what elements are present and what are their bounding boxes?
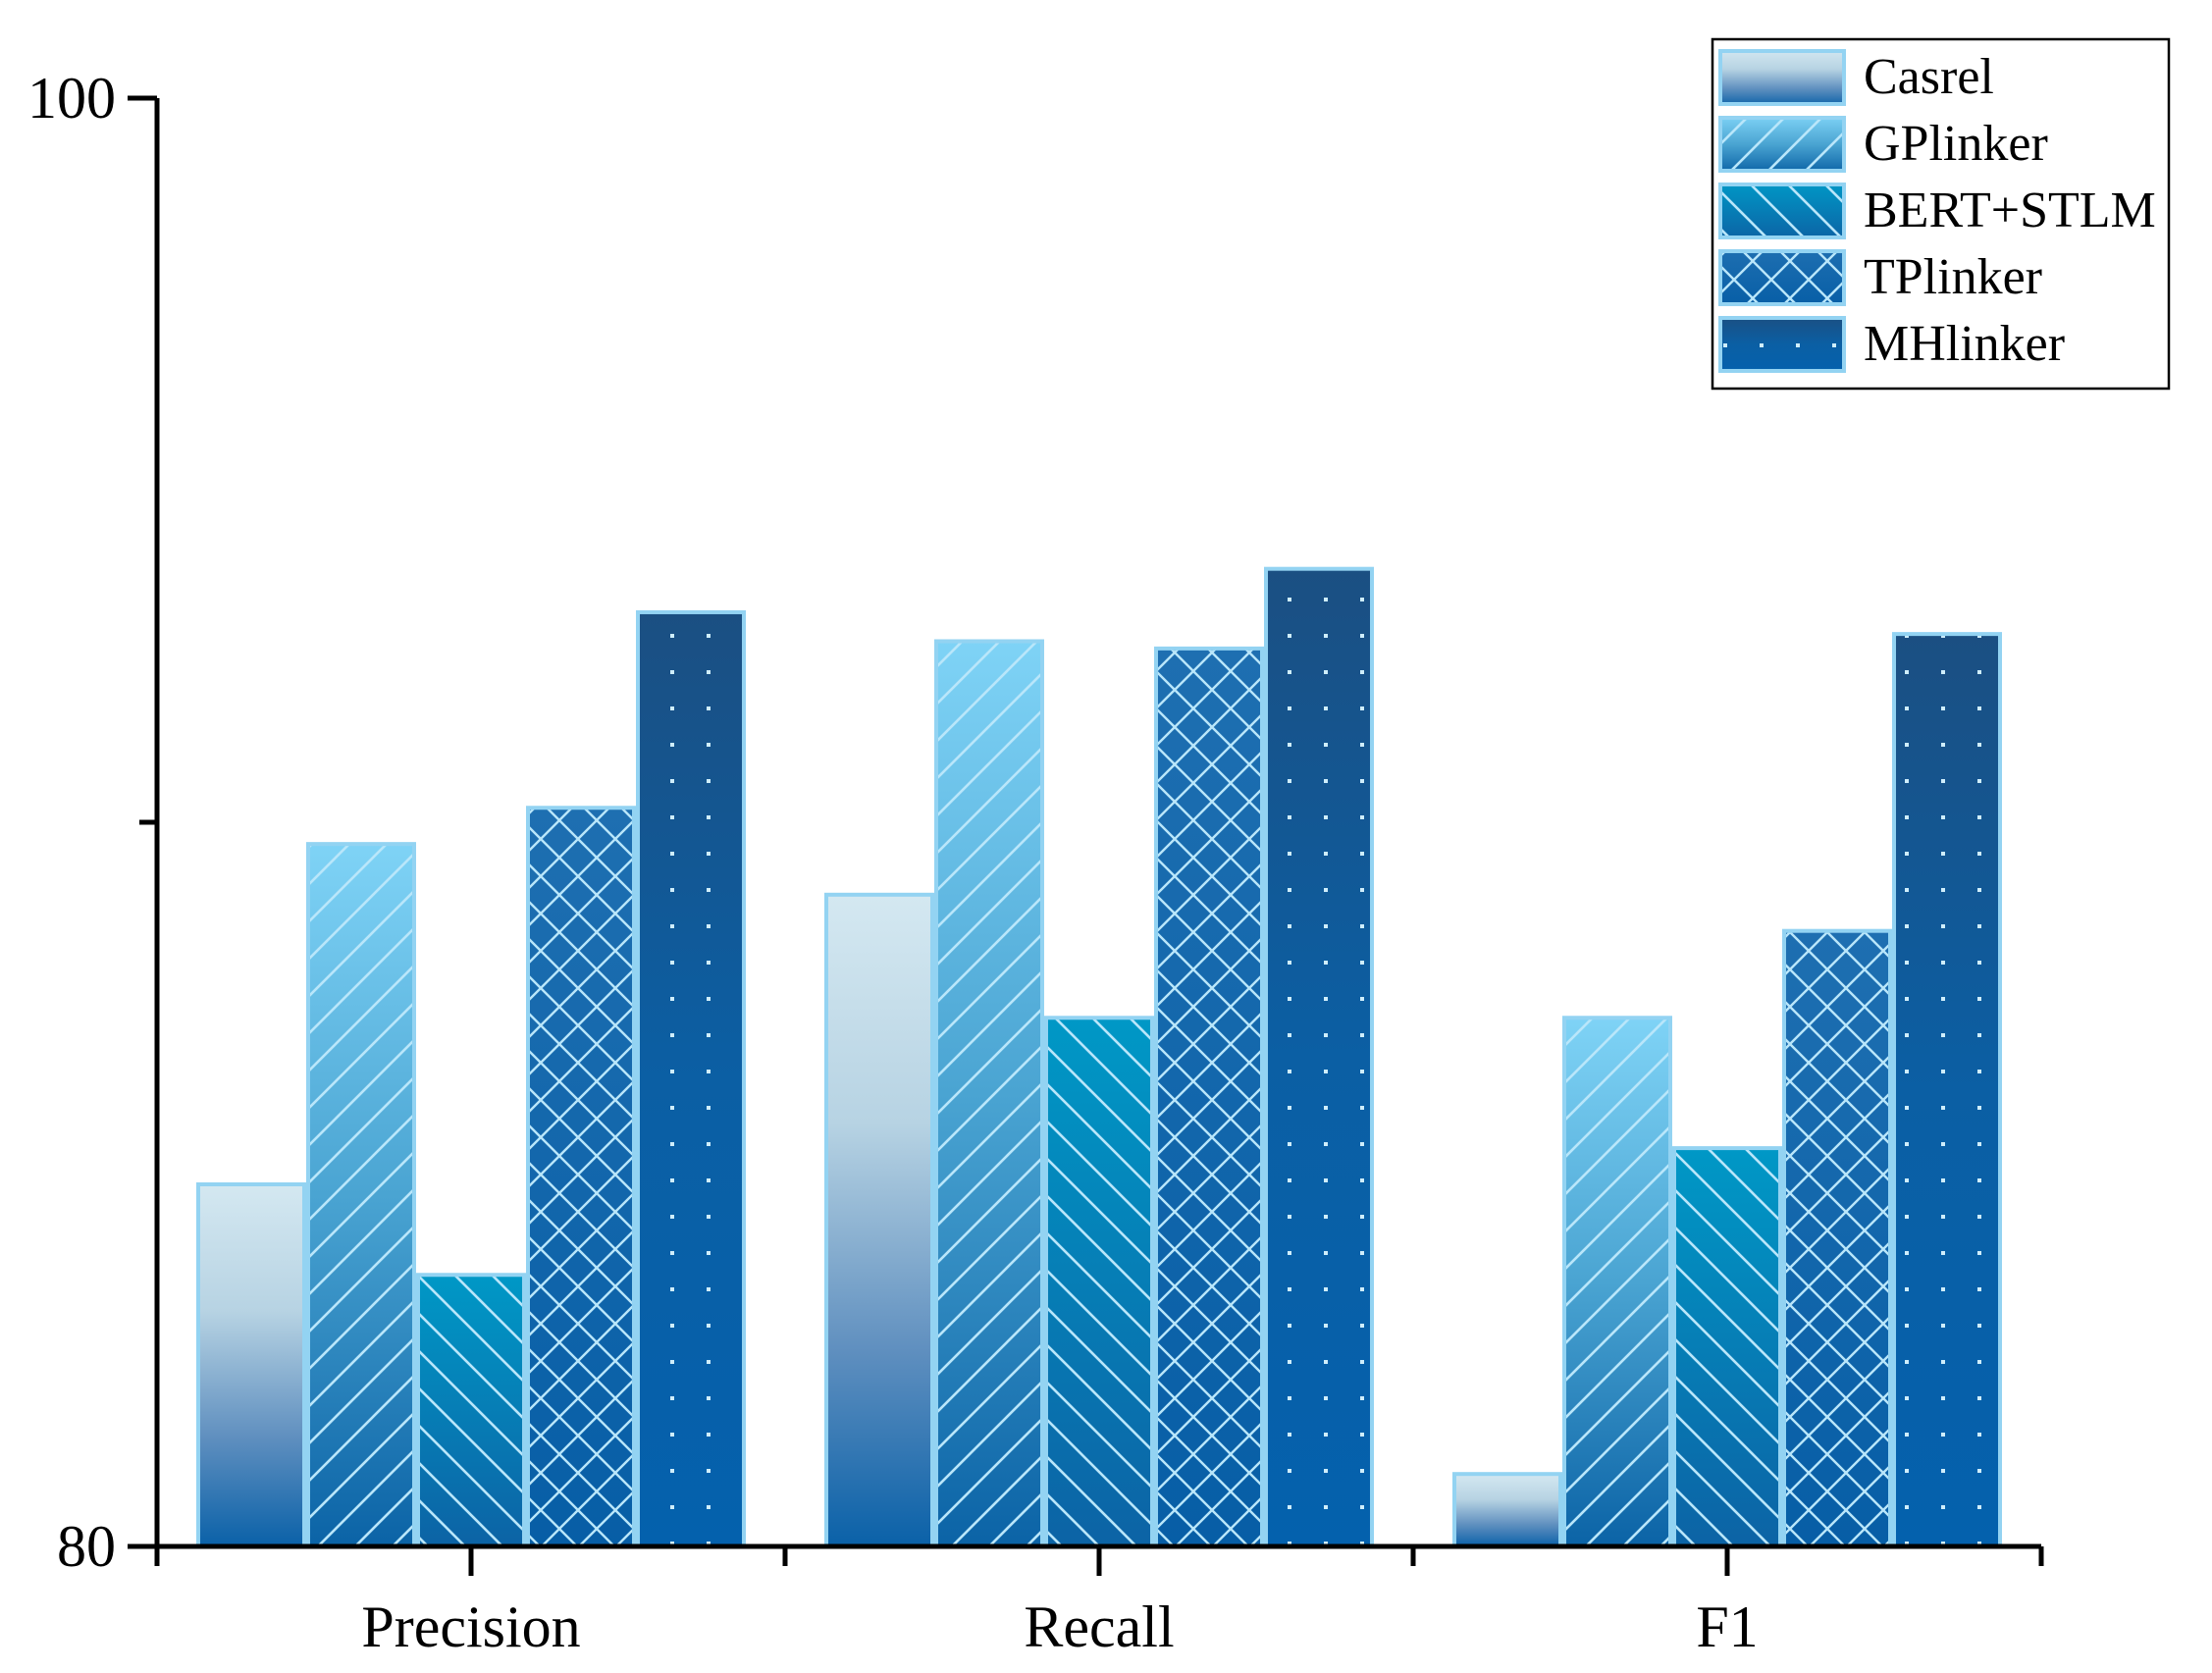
bar-gplinker-precision: [306, 842, 416, 1548]
y-tick-label-100: 100: [27, 66, 116, 131]
legend-label-gplinker: GPlinker: [1864, 116, 2048, 172]
x-tick-label-precision: Precision: [361, 1595, 580, 1659]
x-tick-label-f1: F1: [1696, 1595, 1758, 1659]
bar-tplinker-recall: [1154, 646, 1264, 1548]
legend-item-tplinker: TPlinker: [1718, 249, 2042, 306]
bar-bert-stlm-precision: [416, 1273, 526, 1548]
legend-item-mhlinker: MHlinker: [1718, 316, 2065, 373]
legend-item-casrel: Casrel: [1718, 49, 1994, 106]
bar-mhlinker-f1: [1892, 632, 2002, 1548]
bar-bert-stlm-f1: [1672, 1146, 1782, 1548]
legend-label-casrel: Casrel: [1864, 49, 1994, 105]
bar-tplinker-precision: [526, 806, 636, 1548]
legend-swatch-casrel: [1718, 49, 1846, 106]
bar-casrel-f1: [1452, 1472, 1562, 1548]
legend-label-mhlinker: MHlinker: [1864, 316, 2065, 372]
bar-mhlinker-recall: [1264, 566, 1374, 1548]
bar-gplinker-f1: [1562, 1016, 1672, 1548]
legend-item-bert-stlm: BERT+STLM: [1718, 183, 2156, 239]
x-tick-label-recall: Recall: [1024, 1595, 1174, 1659]
legend-label-tplinker: TPlinker: [1864, 249, 2042, 305]
bar-mhlinker-precision: [636, 609, 746, 1548]
bar-gplinker-recall: [934, 639, 1044, 1548]
bars-layer: [196, 566, 2002, 1548]
bar-casrel-recall: [824, 892, 934, 1548]
y-tick-label-80: 80: [57, 1514, 116, 1579]
legend-item-gplinker: GPlinker: [1718, 116, 2048, 173]
legend: Casrel GPlinker BERT+STLM TPlinker MHlinker: [1711, 37, 2171, 391]
axes-layer: 80 100 Precision Recall F1: [27, 66, 2044, 1659]
bar-casrel-precision: [196, 1182, 306, 1548]
legend-label-bert-stlm: BERT+STLM: [1864, 183, 2156, 238]
bar-tplinker-f1: [1782, 928, 1892, 1548]
bar-bert-stlm-recall: [1044, 1016, 1154, 1548]
